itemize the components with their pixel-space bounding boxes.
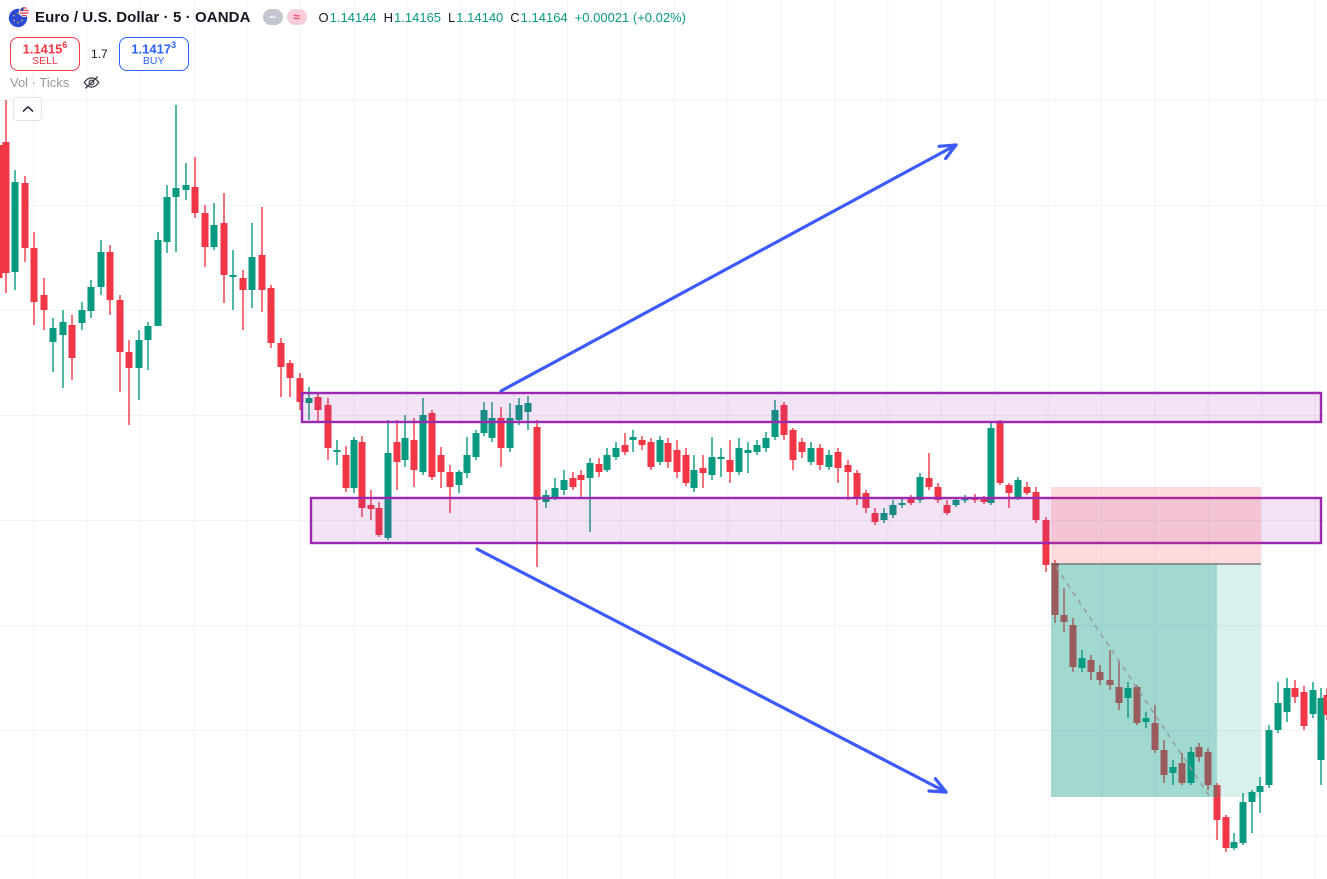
symbol-header: Euro / U.S. Dollar · 5 · OANDA − ≈ O 1.1… [8,6,686,28]
uptrend-arrow[interactable] [499,143,958,393]
spread-value: 1.7 [91,47,108,61]
short-position-tool[interactable] [1051,487,1261,801]
dash-badge-icon[interactable]: − [262,9,283,25]
approx-badge-icon[interactable]: ≈ [286,9,307,25]
pane-collapse-button[interactable] [13,97,42,121]
symbol-logo-icon[interactable] [8,6,30,28]
trade-buttons: 1.14156 SELL 1.7 1.14173 BUY [10,37,189,71]
sell-price: 1.14156 [22,39,68,56]
chevron-up-icon [22,105,33,112]
downtrend-arrow[interactable] [475,547,948,794]
volume-legend: Vol · Ticks [10,74,101,91]
low-value: 1.14140 [456,9,504,25]
high-value: 1.14165 [394,9,442,25]
stop-loss-box [1051,487,1261,564]
take-profit-box-light [1217,564,1261,797]
buy-price: 1.14173 [131,39,177,56]
close-label: C [510,9,520,25]
sell-label: SELL [32,55,58,68]
ohlc-legend: O 1.14144 H 1.14165 L 1.14140 C 1.14164 … [319,10,686,25]
open-label: O [318,9,329,25]
high-label: H [383,9,394,25]
buy-label: BUY [142,55,165,68]
buy-button[interactable]: 1.14173 BUY [118,37,189,71]
volume-legend-label: Vol · Ticks [10,75,70,90]
dashed-trendline [1055,566,1213,801]
visibility-off-icon[interactable] [82,74,101,91]
low-label: L [448,9,456,25]
take-profit-box-dark [1051,564,1217,797]
change-value: +0.00021 (+0.02%) [574,9,686,25]
support-zone[interactable] [309,496,1323,545]
sell-button[interactable]: 1.14156 SELL [10,37,80,71]
symbol-title[interactable]: Euro / U.S. Dollar · 5 · OANDA [35,8,251,26]
close-value: 1.14164 [520,9,568,25]
open-value: 1.14144 [329,9,377,25]
status-badges: − ≈ [262,9,307,25]
resistance-zone[interactable] [300,391,1323,424]
